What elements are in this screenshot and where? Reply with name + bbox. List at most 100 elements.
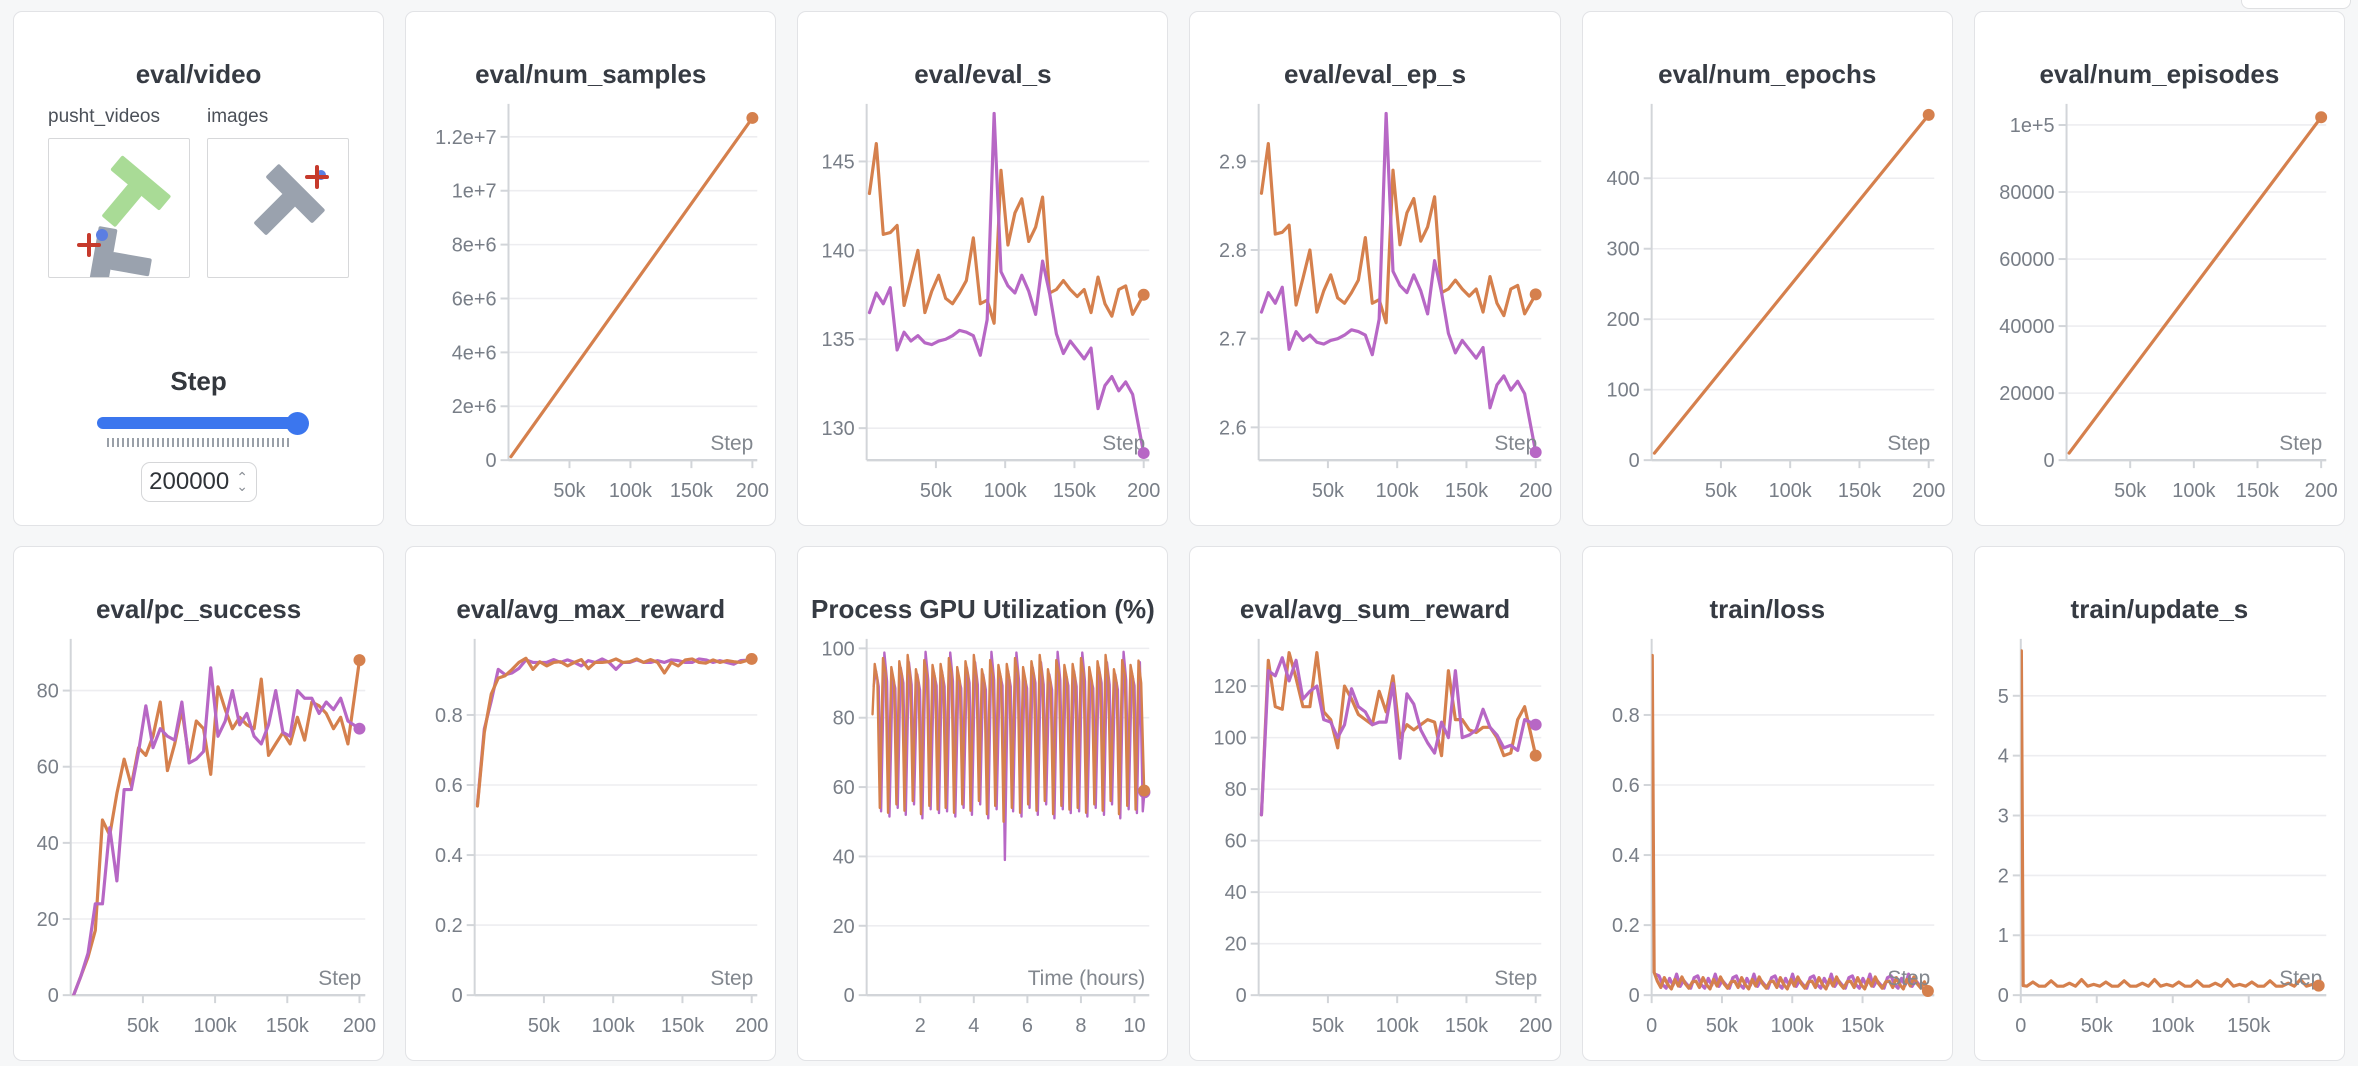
svg-text:2: 2 xyxy=(915,1015,926,1037)
svg-text:100k: 100k xyxy=(1768,480,1811,502)
svg-text:80: 80 xyxy=(833,708,855,730)
svg-text:150k: 150k xyxy=(1841,1015,1884,1037)
svg-text:Step: Step xyxy=(2279,432,2322,455)
svg-text:1.2e+7: 1.2e+7 xyxy=(435,127,496,149)
chart-canvas-eval-eval-ep-s[interactable]: 2.6 2.7 2.8 2.9 50k 100k 150k 200 Step xyxy=(1190,90,1559,524)
media-thumbnail-images[interactable] xyxy=(207,138,349,278)
svg-text:0.4: 0.4 xyxy=(1612,845,1640,867)
chart-canvas-eval-num-samples[interactable]: 0 2e+6 4e+6 6e+6 8e+6 1e+7 1.2e+7 50k 100k 150k 20… xyxy=(406,90,775,524)
svg-text:60: 60 xyxy=(1225,831,1247,853)
chart-canvas-eval-num-epochs[interactable]: 0 100 200 300 400 50k 100k 150k 200 Step xyxy=(1583,90,1952,524)
chart-canvas-eval-avg-max-reward[interactable]: 0 0.2 0.4 0.6 0.8 50k 100k 150k 200 Step xyxy=(406,625,775,1059)
svg-text:5: 5 xyxy=(1998,686,2009,708)
svg-text:4: 4 xyxy=(1998,746,2009,768)
svg-text:0: 0 xyxy=(1628,450,1639,472)
media-col-pusht-videos: pusht_videos xyxy=(48,106,190,293)
svg-text:100k: 100k xyxy=(1376,480,1419,502)
svg-text:100k: 100k xyxy=(1376,1015,1419,1037)
svg-text:40: 40 xyxy=(1225,882,1247,904)
svg-text:80: 80 xyxy=(1225,779,1247,801)
svg-text:100k: 100k xyxy=(592,1015,635,1037)
panel-train-loss: train/loss 0 0.2 0.4 0.6 0.8 0 50k 100k 150k Step xyxy=(1581,546,1953,1061)
svg-text:400: 400 xyxy=(1606,168,1639,190)
panel-eval-avg-sum-reward: eval/avg_sum_reward 0 20 40 60 80 100 120 50k 100… xyxy=(1189,546,1561,1061)
svg-text:0: 0 xyxy=(1646,1015,1657,1037)
svg-text:0.6: 0.6 xyxy=(435,775,463,797)
svg-text:1e+7: 1e+7 xyxy=(452,181,497,203)
panel-process-gpu-utilization: Process GPU Utilization (%) 0 20 40 60 80 100 2… xyxy=(797,546,1169,1061)
gray-t-shape xyxy=(88,226,152,293)
svg-text:100k: 100k xyxy=(2172,480,2215,502)
panel-title-eval-video: eval/video xyxy=(135,59,262,89)
stepper-up-icon[interactable]: ⌃ xyxy=(236,469,248,485)
svg-text:50k: 50k xyxy=(554,480,586,502)
svg-text:0: 0 xyxy=(1628,985,1639,1007)
svg-text:150k: 150k xyxy=(1445,480,1488,502)
svg-text:20000: 20000 xyxy=(1999,383,2054,405)
svg-text:50k: 50k xyxy=(1705,480,1737,502)
step-input-value[interactable]: 200000 xyxy=(149,468,230,495)
chart-title: eval/num_samples xyxy=(475,59,707,89)
panel-eval-num-epochs: eval/num_epochs 0 100 200 300 400 50k 100k 150k 2… xyxy=(1581,11,1953,526)
step-slider-heading: Step xyxy=(170,366,227,396)
svg-text:Step: Step xyxy=(1495,967,1538,990)
media-row: pusht_videos xyxy=(14,106,383,293)
svg-text:150k: 150k xyxy=(661,1015,704,1037)
svg-text:40: 40 xyxy=(833,846,855,868)
svg-text:100: 100 xyxy=(822,638,855,660)
svg-text:200: 200 xyxy=(2304,480,2337,502)
svg-text:50k: 50k xyxy=(1312,480,1344,502)
svg-text:Step: Step xyxy=(710,432,753,455)
step-slider-track[interactable] xyxy=(96,417,301,429)
svg-text:50k: 50k xyxy=(1312,1015,1344,1037)
chart-canvas-process-gpu-utilization[interactable]: 0 20 40 60 80 100 2 4 6 8 10 Time (hours) xyxy=(798,625,1167,1059)
svg-text:0.4: 0.4 xyxy=(435,845,463,867)
panel-train-update-s: train/update_s 0 1 2 3 4 5 0 50k 100k 150k Step xyxy=(1973,546,2345,1061)
svg-text:Step: Step xyxy=(1887,967,1930,990)
svg-text:0: 0 xyxy=(1998,985,2009,1007)
svg-text:100k: 100k xyxy=(609,480,652,502)
chart-canvas-eval-num-episodes[interactable]: 0 20000 40000 60000 80000 1e+5 50k 100k 150k 200 S… xyxy=(1975,90,2344,524)
svg-text:20: 20 xyxy=(1225,934,1247,956)
media-label-images: images xyxy=(207,106,269,127)
svg-text:135: 135 xyxy=(822,329,855,351)
chart-canvas-eval-avg-sum-reward[interactable]: 0 20 40 60 80 100 120 50k 100k 150k 200 Step xyxy=(1190,625,1559,1059)
svg-text:8e+6: 8e+6 xyxy=(452,235,497,257)
chart-title: train/update_s xyxy=(2070,594,2249,624)
stepper-down-icon[interactable]: ⌄ xyxy=(236,478,248,494)
svg-text:200: 200 xyxy=(1606,309,1639,331)
chart-title: Process GPU Utilization (%) xyxy=(810,594,1155,624)
agent-dot-icon xyxy=(96,229,108,241)
svg-text:200: 200 xyxy=(735,1015,768,1037)
svg-text:Step: Step xyxy=(1103,432,1146,455)
step-slider-handle[interactable] xyxy=(285,412,309,435)
svg-text:300: 300 xyxy=(1606,239,1639,261)
target-cross-icon xyxy=(77,233,101,257)
cutoff-overlay-element xyxy=(2241,0,2351,9)
chart-canvas-eval-pc-success[interactable]: 0 20 40 60 80 50k 100k 150k 200 Step xyxy=(14,625,383,1059)
svg-text:200: 200 xyxy=(736,480,769,502)
svg-text:50k: 50k xyxy=(2114,480,2146,502)
svg-text:0: 0 xyxy=(1236,985,1247,1007)
step-stepper[interactable]: ⌃ ⌄ xyxy=(236,469,248,494)
chart-title: eval/eval_s xyxy=(914,59,1052,89)
svg-text:Step: Step xyxy=(1887,432,1930,455)
chart-canvas-train-loss[interactable]: 0 0.2 0.4 0.6 0.8 0 50k 100k 150k Step xyxy=(1583,625,1952,1059)
step-slider[interactable] xyxy=(96,412,309,435)
chart-canvas-eval-eval-s[interactable]: 130 135 140 145 50k 100k 150k 200 Step xyxy=(798,90,1167,524)
svg-text:50k: 50k xyxy=(920,480,952,502)
svg-text:2.9: 2.9 xyxy=(1220,151,1248,173)
svg-text:150k: 150k xyxy=(1445,1015,1488,1037)
svg-text:100k: 100k xyxy=(984,480,1027,502)
media-thumbnail-pusht-videos[interactable] xyxy=(48,138,190,293)
svg-text:150k: 150k xyxy=(670,480,713,502)
green-t-shape xyxy=(102,155,171,227)
svg-text:200: 200 xyxy=(1520,1015,1553,1037)
chart-canvas-train-update-s[interactable]: 0 1 2 3 4 5 0 50k 100k 150k Step xyxy=(1975,625,2344,1059)
step-input[interactable]: 200000 ⌃ ⌄ xyxy=(140,462,257,502)
media-label-pusht-videos: pusht_videos xyxy=(48,106,160,127)
svg-text:1: 1 xyxy=(1998,925,2009,947)
svg-text:0: 0 xyxy=(2015,1015,2026,1037)
svg-text:0.2: 0.2 xyxy=(435,915,463,937)
